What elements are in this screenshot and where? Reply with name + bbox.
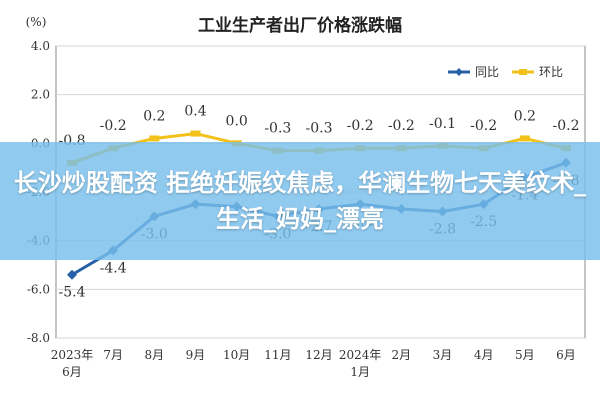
data-label: -4.4 xyxy=(100,260,127,276)
data-point-mom xyxy=(519,135,530,142)
x-tick-label: 9月 xyxy=(186,348,206,362)
data-point-mom xyxy=(149,135,160,142)
x-tick-label: 1月 xyxy=(350,365,370,379)
x-tick-label: 4月 xyxy=(474,348,494,362)
data-label: -0.3 xyxy=(306,121,333,137)
chart-title: 工业生产者出厂价格涨跌幅 xyxy=(198,15,402,36)
x-tick-label: 2月 xyxy=(392,348,412,362)
y-axis-label: (%) xyxy=(26,15,47,29)
x-tick-label: 10月 xyxy=(223,348,250,362)
data-label: -0.2 xyxy=(470,118,497,134)
x-tick-label: 6月 xyxy=(62,365,82,379)
y-tick-label: -6.0 xyxy=(27,282,50,296)
data-label: -0.2 xyxy=(347,118,374,134)
y-tick-label: -8.0 xyxy=(27,331,50,345)
x-tick-label: 2024年 xyxy=(339,348,382,362)
x-tick-label: 5月 xyxy=(515,348,535,362)
data-label: -5.4 xyxy=(59,285,86,301)
legend-swatch-marker xyxy=(519,69,527,75)
legend-swatch-marker xyxy=(455,68,463,76)
x-tick-label: 6月 xyxy=(556,348,576,362)
y-tick-label: 4.0 xyxy=(31,39,50,53)
data-label: -0.2 xyxy=(100,118,127,134)
x-tick-label: 8月 xyxy=(145,348,165,362)
y-tick-label: 2.0 xyxy=(31,88,50,102)
data-label: 0.2 xyxy=(143,108,165,124)
x-tick-label: 7月 xyxy=(103,348,123,362)
data-label: -0.3 xyxy=(264,121,291,137)
data-label: -0.2 xyxy=(553,118,580,134)
data-label: -0.1 xyxy=(429,116,456,132)
legend-label: 环比 xyxy=(539,65,563,79)
data-label: -0.2 xyxy=(388,118,415,134)
x-tick-label: 12月 xyxy=(305,348,332,362)
data-point-mom xyxy=(190,130,201,137)
data-point-yoy xyxy=(67,269,77,280)
x-tick-label: 2023年 xyxy=(51,348,94,362)
overlay-banner[interactable]: 长沙炒股配资 拒绝妊娠纹焦虑，华澜生物七天美纹术_生活_妈妈_漂亮 xyxy=(0,142,600,260)
x-tick-label: 3月 xyxy=(433,348,453,362)
banner-text: 长沙炒股配资 拒绝妊娠纹焦虑，华澜生物七天美纹术_生活_妈妈_漂亮 xyxy=(13,169,587,233)
data-label: 0.4 xyxy=(184,104,206,120)
legend-label: 同比 xyxy=(475,65,499,79)
x-tick-label: 11月 xyxy=(264,348,291,362)
data-label: 0.2 xyxy=(514,108,536,124)
data-label: 0.0 xyxy=(226,113,248,129)
